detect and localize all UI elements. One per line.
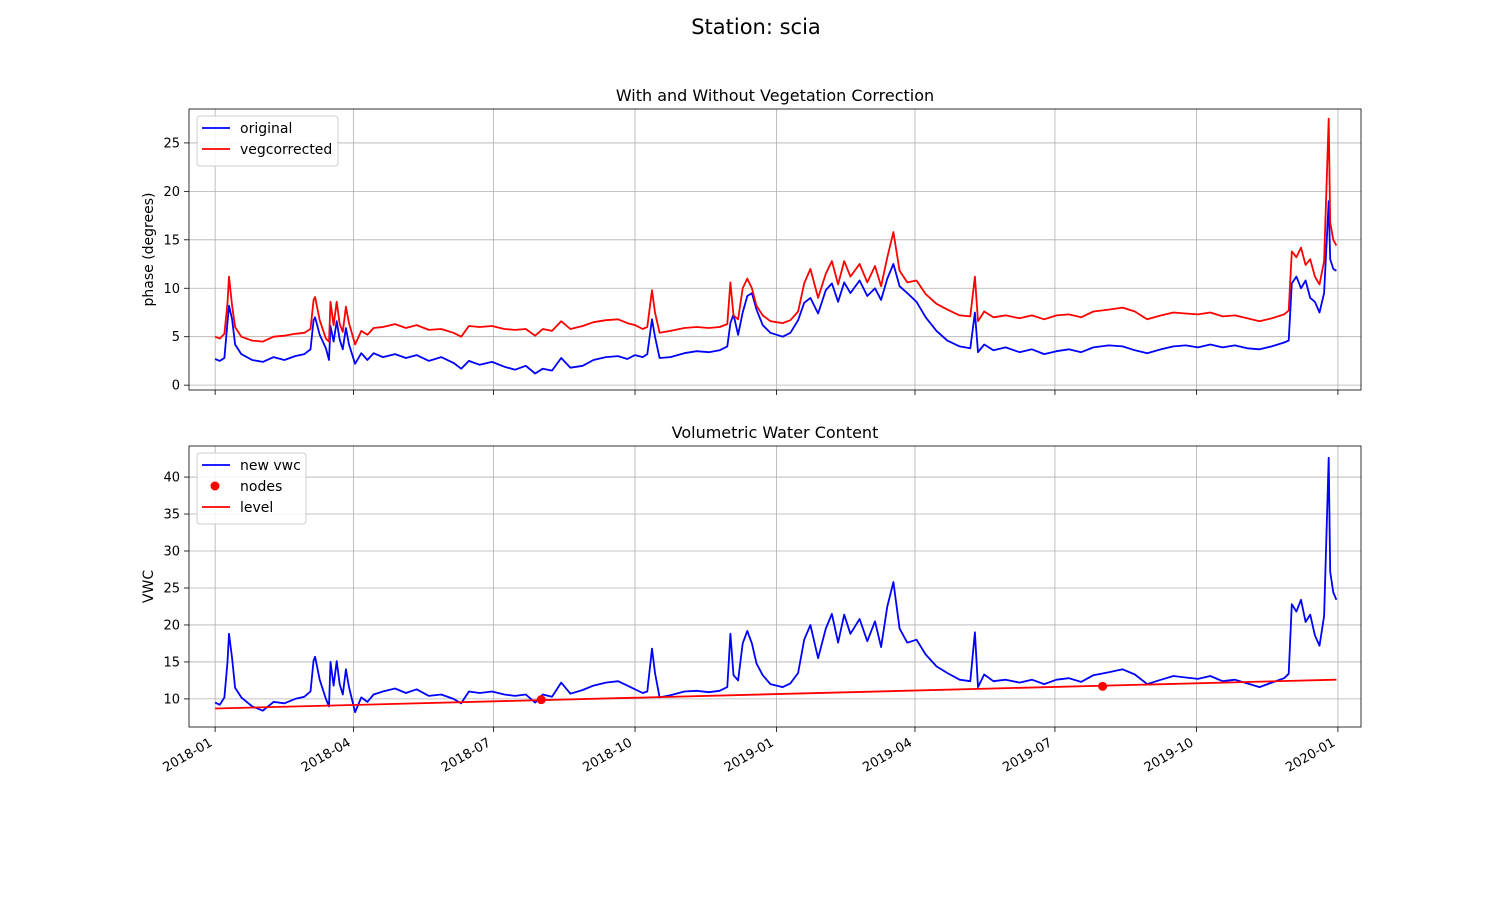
legend-box <box>196 115 339 167</box>
y-tick-label: 40 <box>163 471 180 486</box>
y-tick-label: 25 <box>163 136 180 151</box>
legend-level-label: level <box>240 500 273 516</box>
y-tick-label: 10 <box>163 692 180 707</box>
legend-nodes-label: nodes <box>240 479 282 495</box>
plot-area <box>214 117 1338 375</box>
chart-title: With and Without Vegetation Correction <box>616 86 934 105</box>
y-axis-label: VWC <box>141 570 157 603</box>
y-tick-label: 15 <box>163 655 180 670</box>
y-tick-label: 0 <box>172 379 180 394</box>
series-vegcorrected-line <box>214 117 1338 346</box>
y-tick-label: 5 <box>172 330 180 345</box>
phase-chart-panel: With and Without Vegetation Correction ph… <box>141 86 1362 395</box>
y-tick-label: 10 <box>163 282 180 297</box>
y-tick-label: 15 <box>163 233 180 248</box>
axes-frame <box>188 445 1362 728</box>
legend-original-label: original <box>240 121 292 137</box>
series-level-line <box>215 678 1337 710</box>
y-tick-label: 20 <box>163 618 180 633</box>
y-tick-label: 25 <box>163 581 180 596</box>
y-axis-label: phase (degrees) <box>141 193 157 307</box>
series-new-vwc-line <box>214 456 1338 714</box>
plot-area <box>214 456 1338 714</box>
figure-suptitle: Station: scia <box>691 15 821 39</box>
legend-vegcorrected-label: vegcorrected <box>240 142 332 158</box>
y-tick-label: 35 <box>163 508 180 523</box>
chart-title: Volumetric Water Content <box>672 423 879 442</box>
y-tick-label: 20 <box>163 185 180 200</box>
y-tick-label: 30 <box>163 545 180 560</box>
legend-nodes-swatch <box>210 481 220 491</box>
legend-new-vwc-label: new vwc <box>240 458 301 474</box>
axes-frame <box>188 108 1362 391</box>
series-original-line <box>214 200 1337 375</box>
